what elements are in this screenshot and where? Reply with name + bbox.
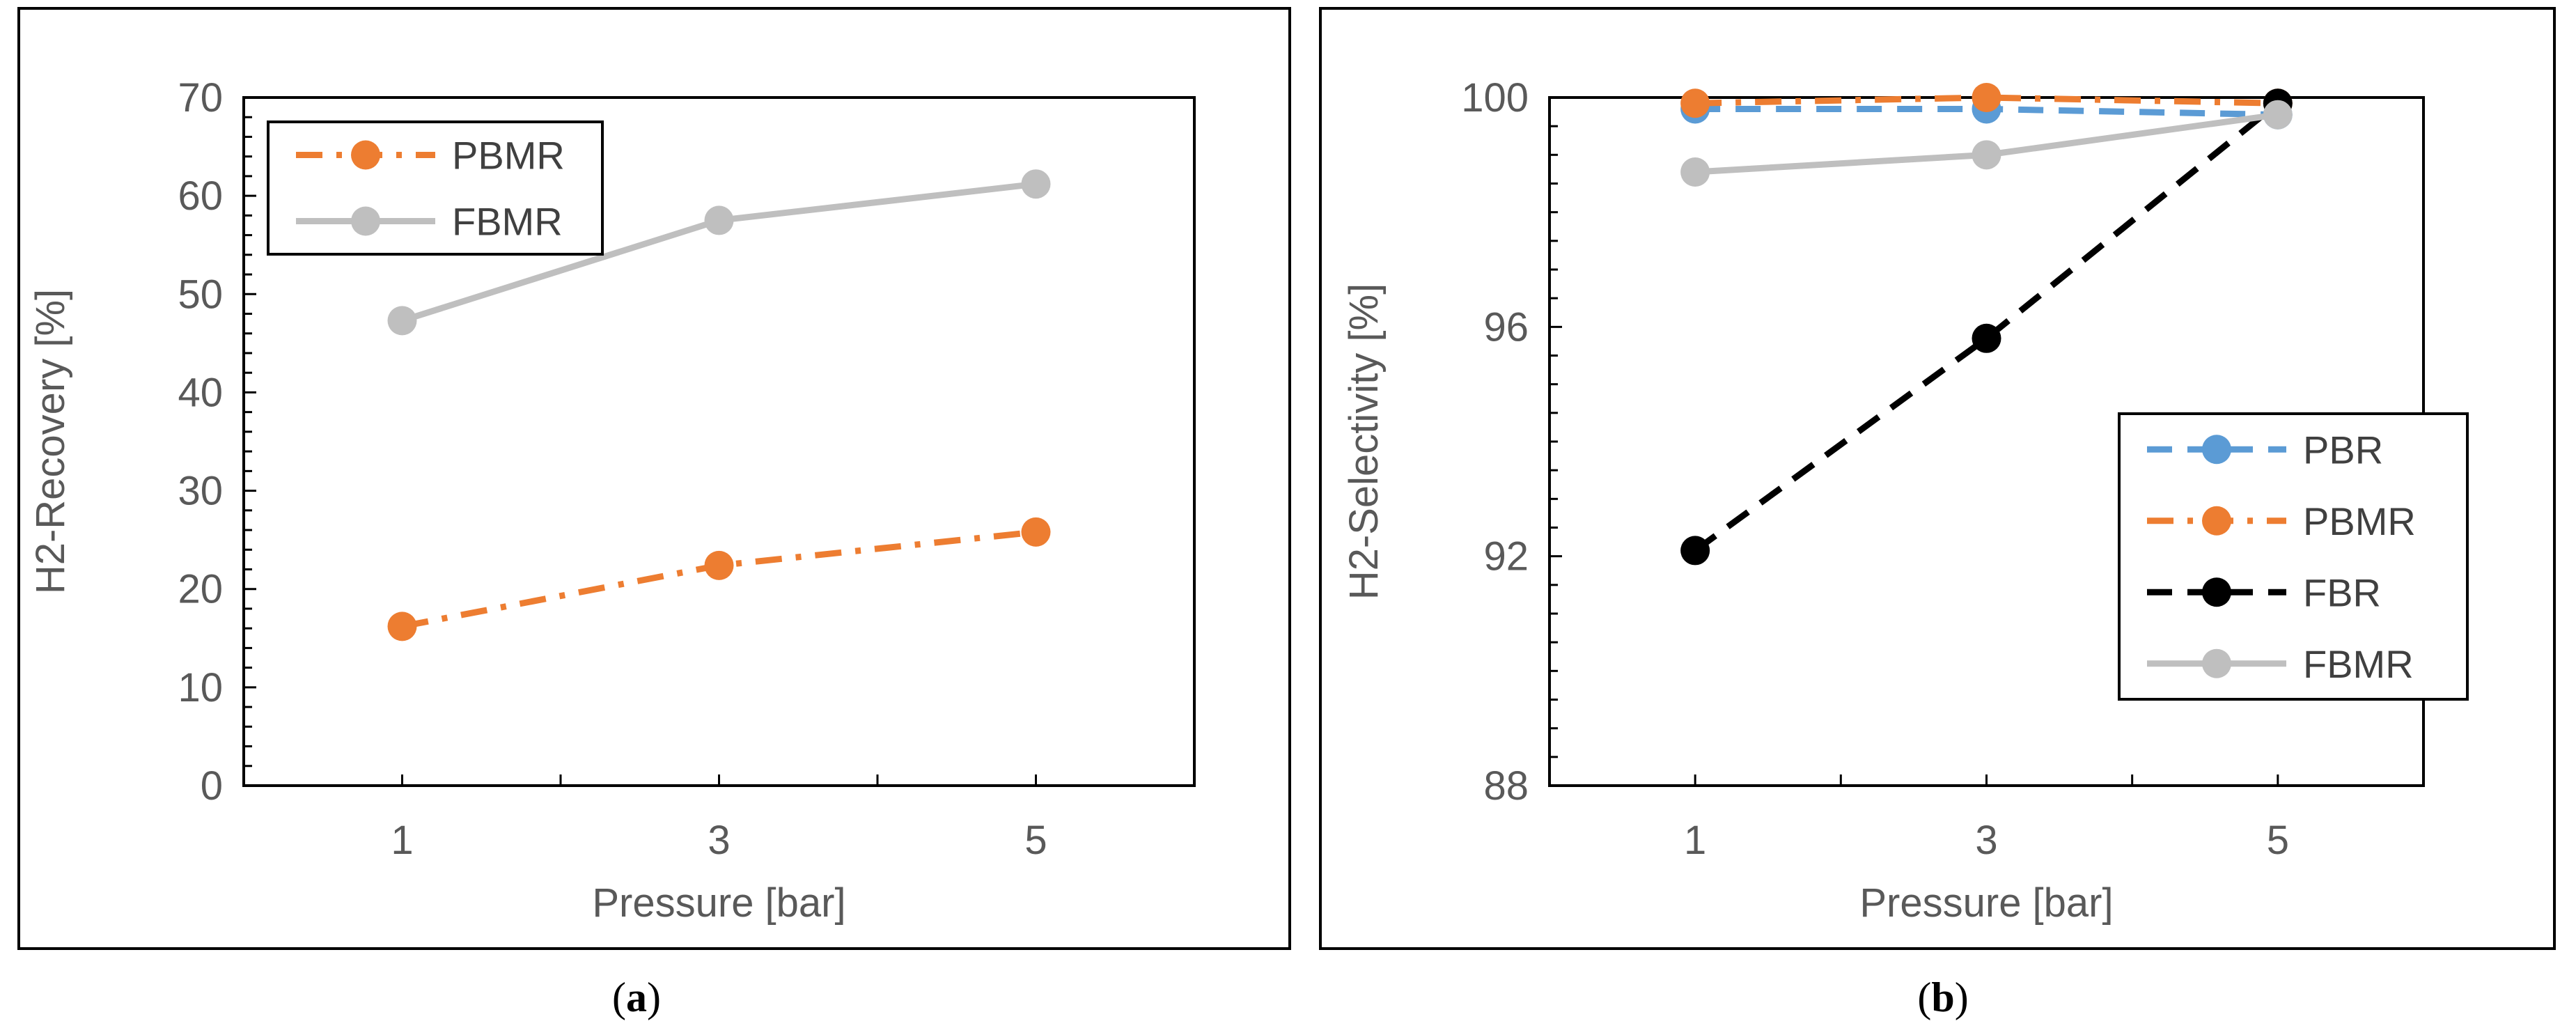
legend-marker-pbmr (351, 140, 380, 170)
data-point-fbmr (2263, 100, 2293, 130)
data-point-fbmr (1021, 169, 1051, 199)
panel-caption: (b) (1917, 974, 1968, 1020)
legend-box (2118, 412, 2469, 701)
data-point-fbmr (704, 205, 734, 235)
data-point-fbr (1972, 323, 2001, 353)
legend-label-pbmr: PBMR (452, 134, 565, 178)
y-tick-label: 40 (178, 370, 223, 415)
legend-marker-fbmr (351, 206, 380, 236)
y-tick-label: 50 (178, 272, 223, 317)
legend-label-fbr: FBR (2303, 570, 2381, 614)
y-axis-title: H2-Recovery [%] (28, 289, 73, 594)
y-tick-label: 30 (178, 469, 223, 514)
y-tick-label: 100 (1461, 75, 1529, 120)
x-axis-title: Pressure [bar] (1859, 880, 2113, 926)
y-tick-label: 20 (178, 567, 223, 612)
legend-label-pbr: PBR (2303, 428, 2383, 472)
y-tick-label: 0 (201, 763, 223, 809)
series-line-fbr (1693, 100, 2280, 554)
legend-label-fbmr: FBMR (452, 200, 563, 244)
series-line-pbmr (1695, 94, 2278, 107)
y-tick-label: 96 (1483, 304, 1529, 350)
data-point-pbmr (387, 612, 417, 641)
panel-caption: (a) (612, 974, 661, 1020)
legend-marker-pbmr (2202, 506, 2231, 536)
data-point-pbmr (1972, 83, 2001, 112)
legend-marker-pbr (2202, 435, 2231, 465)
legend-label-fbmr: FBMR (2303, 642, 2414, 686)
y-tick-label: 10 (178, 665, 223, 710)
x-tick-label: 5 (1024, 818, 1047, 863)
chart-frame (1319, 7, 2556, 950)
y-tick-label: 88 (1483, 763, 1529, 809)
legend-marker-fbr (2202, 577, 2231, 607)
x-tick-label: 5 (2267, 818, 2289, 863)
data-point-pbmr (1680, 88, 1710, 118)
panel-b: 1 3 5 88 92 96 100 Pressure [bar] H2-Selectivity… (1319, 7, 2556, 1020)
y-tick-label: 60 (178, 173, 223, 219)
data-point-fbmr (1680, 157, 1710, 187)
data-point-pbmr (704, 550, 734, 580)
data-point-fbmr (387, 306, 417, 336)
data-point-fbr (1680, 536, 1710, 566)
y-axis-title: H2-Selectivity [%] (1341, 283, 1387, 600)
data-point-pbmr (1021, 517, 1051, 547)
data-point-fbmr (1972, 140, 2001, 170)
x-tick-label: 3 (708, 818, 730, 863)
legend-label-pbmr: PBMR (2303, 499, 2416, 543)
x-tick-label: 3 (1975, 818, 1997, 863)
x-axis-title: Pressure [bar] (592, 880, 845, 926)
x-tick-label: 1 (1684, 818, 1706, 863)
legend-marker-fbmr (2202, 648, 2231, 678)
y-tick-label: 92 (1483, 534, 1529, 579)
y-tick-label: 70 (178, 75, 223, 120)
chart-frame (17, 7, 1291, 950)
legend-box (267, 120, 604, 256)
x-tick-label: 1 (391, 818, 413, 863)
